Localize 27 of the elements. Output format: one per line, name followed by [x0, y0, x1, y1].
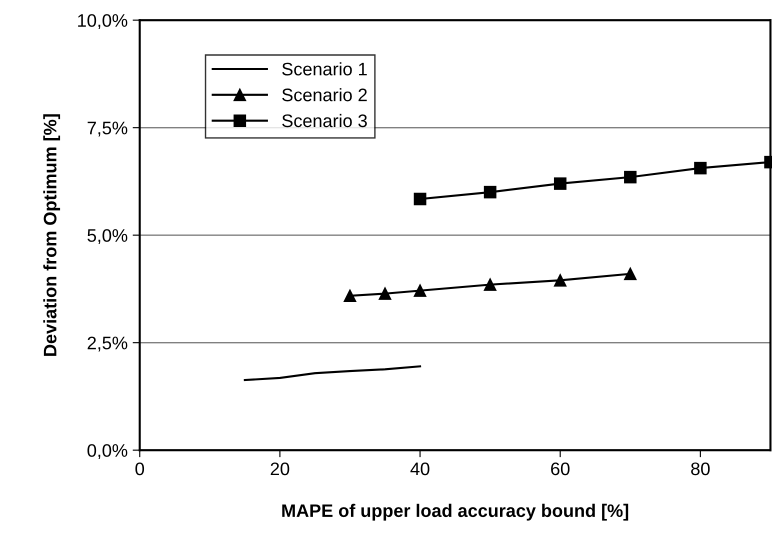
point [554, 274, 566, 287]
point [694, 162, 707, 174]
point [344, 290, 356, 302]
point [378, 287, 392, 300]
point [484, 186, 496, 198]
y-tick-label: 2,5% [88, 336, 128, 352]
y-tick-label: 10,0% [78, 14, 128, 30]
y-tick-label: 0,0% [87, 444, 128, 460]
point [414, 192, 426, 206]
point [624, 170, 637, 184]
legend-label: Scenario 2 [282, 88, 367, 102]
y-tick-label: 5,0% [87, 229, 128, 244]
point [414, 284, 426, 297]
x-axis-title: MAPE of upper load accuracy bound [%] [282, 504, 628, 521]
x-tick-label: 80 [691, 462, 710, 476]
point [554, 177, 566, 190]
line-series [244, 365, 422, 382]
legend-label: Scenario 1 [282, 62, 367, 76]
x-tick-label: 40 [410, 462, 430, 476]
y-axis-title: Deviation from Optimum [%] [43, 114, 60, 356]
x-tick-label: 20 [270, 462, 290, 476]
legend-label: Scenario 3 [282, 114, 367, 128]
x-tick-label: 0 [135, 462, 144, 476]
x-tick-label: 60 [551, 462, 570, 476]
y-tick-label: 7,5% [88, 122, 128, 137]
point [624, 268, 637, 280]
point [484, 278, 496, 291]
